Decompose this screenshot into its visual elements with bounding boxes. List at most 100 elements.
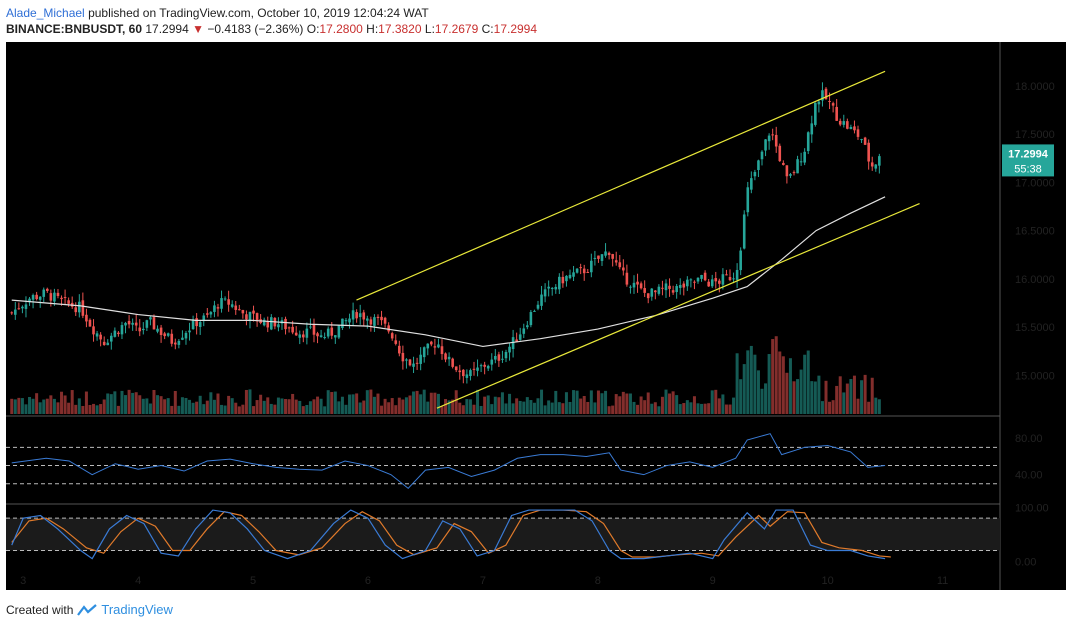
volume-bar — [330, 392, 334, 414]
candle-body — [14, 309, 17, 315]
candle-body — [426, 343, 430, 349]
candle-body — [693, 281, 696, 283]
volume-bar — [589, 390, 593, 414]
volume-bar — [685, 400, 689, 414]
volume-bar — [852, 375, 856, 414]
volume-bar — [632, 401, 636, 414]
candle-body — [739, 250, 742, 271]
volume-bar — [106, 393, 110, 414]
tradingview-brand[interactable]: TradingView — [101, 602, 173, 617]
volume-bar — [596, 390, 600, 414]
candle-body — [362, 312, 366, 320]
volume-bar — [102, 399, 106, 414]
candle-body — [814, 102, 817, 125]
candle-body — [106, 342, 110, 346]
volume-bar — [276, 397, 280, 414]
y-tick-label: 15.5000 — [1015, 322, 1055, 334]
candle-body — [188, 330, 191, 333]
volume-bar — [874, 397, 878, 414]
chart-background — [6, 42, 1066, 590]
volume-bar — [429, 392, 433, 414]
candle-body — [607, 252, 611, 256]
candle-body — [142, 328, 145, 331]
volume-bar — [191, 402, 195, 414]
candle-body — [390, 333, 394, 339]
last-price: 17.2994 — [145, 22, 189, 36]
volume-bar — [316, 396, 320, 414]
candle-body — [842, 121, 846, 125]
volume-bar — [401, 399, 405, 414]
candle-body — [469, 370, 472, 377]
volume-bar — [717, 398, 721, 414]
volume-bar — [308, 401, 312, 414]
volume-bar — [778, 351, 782, 414]
candle-body — [255, 313, 259, 322]
channel-lower-line[interactable] — [436, 203, 920, 409]
author-name[interactable]: Alade_Michael — [6, 6, 85, 20]
candle-body — [629, 286, 632, 288]
candle-body — [778, 145, 782, 162]
candle-body — [78, 301, 81, 313]
volume-bar — [372, 396, 376, 414]
candle-body — [483, 364, 486, 367]
rsi-tick-label: 40.00 — [1015, 470, 1043, 482]
candle-body — [853, 126, 856, 131]
volume-bar — [700, 403, 704, 414]
volume-bar — [486, 395, 490, 414]
candle-body — [661, 287, 664, 289]
volume-bar — [564, 392, 568, 414]
volume-bar — [188, 399, 192, 414]
low-label: L: — [424, 22, 435, 36]
candle-body — [767, 135, 771, 142]
candle-body — [622, 267, 625, 271]
candle-body — [401, 352, 405, 362]
volume-bar — [497, 397, 501, 414]
volume-bar — [753, 354, 757, 414]
volume-bar — [262, 400, 266, 414]
candle-body — [846, 121, 849, 129]
candle-body — [501, 358, 504, 360]
candle-body — [792, 172, 796, 174]
candle-body — [298, 334, 302, 338]
last-price-tag: 17.2994 55:38 — [1002, 144, 1054, 177]
candle-body — [590, 260, 593, 273]
volume-bar — [525, 397, 529, 414]
candle-body — [494, 355, 497, 360]
volume-bar — [508, 393, 512, 414]
volume-bar — [426, 401, 430, 414]
volume-bar — [244, 389, 248, 414]
channel-upper-line[interactable] — [356, 70, 886, 301]
candle-body — [209, 312, 213, 315]
volume-bar — [348, 394, 352, 414]
candle-body — [60, 297, 63, 300]
candle-body — [156, 328, 159, 332]
candle-body — [198, 322, 202, 327]
price-chart[interactable]: 18.0000 17.5000 17.0000 16.5000 16.0000 15.50… — [0, 42, 1073, 598]
candle-body — [302, 334, 305, 338]
candle-body — [174, 342, 177, 345]
price-axis[interactable]: 18.0000 17.5000 17.0000 16.5000 16.0000 15.50… — [1015, 81, 1055, 383]
volume-bar — [490, 404, 494, 414]
candle-body — [817, 101, 821, 105]
candle-body — [582, 268, 586, 274]
time-axis[interactable]: 3 4 5 6 7 8 9 10 11 — [20, 575, 948, 587]
candle-body — [614, 260, 618, 263]
candle-body — [593, 257, 597, 259]
volume-bar — [266, 397, 270, 414]
candle-body — [803, 151, 806, 163]
volume-bar — [365, 390, 369, 414]
candle-body — [284, 318, 287, 330]
stoch-k-line — [11, 509, 886, 560]
candle-body — [294, 332, 298, 336]
volume-bar — [131, 392, 135, 414]
candle-body — [92, 326, 95, 335]
volume-bar — [170, 405, 174, 414]
volume-bar — [319, 398, 323, 414]
volume-bar — [639, 396, 643, 414]
volume-bar — [483, 396, 487, 414]
candle-body — [398, 345, 401, 354]
volume-bar — [628, 393, 632, 414]
candle-body — [74, 307, 78, 313]
footer: Created with TradingView — [6, 602, 173, 617]
volume-bar — [95, 405, 99, 414]
